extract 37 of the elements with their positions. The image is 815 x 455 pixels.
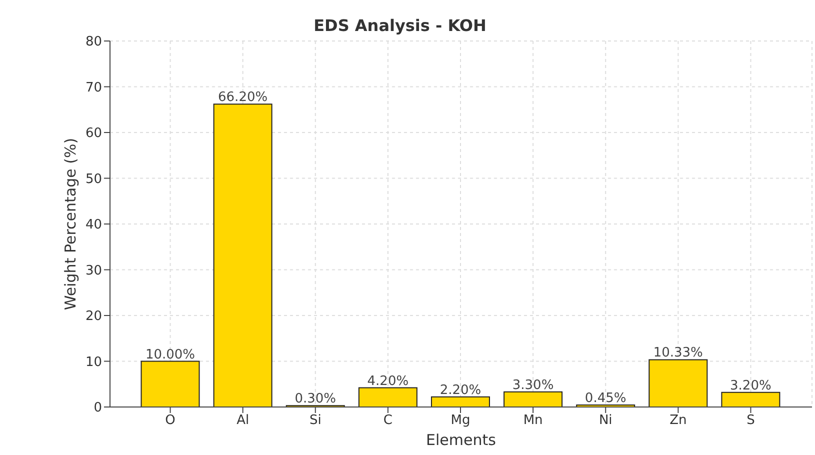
- data-label: 4.20%: [367, 374, 409, 389]
- x-tick-label: Ni: [598, 413, 612, 428]
- bar: [648, 359, 708, 407]
- y-axis-title: Weight Percentage (%): [61, 138, 80, 310]
- x-tick-label: Zn: [670, 413, 687, 428]
- y-tick-label: 70: [85, 80, 102, 96]
- bar: [213, 104, 272, 407]
- bar: [504, 391, 563, 407]
- x-tick-label: C: [383, 413, 392, 428]
- bar: [358, 387, 418, 407]
- bar: [721, 392, 780, 407]
- x-tick-label: Mn: [523, 413, 543, 428]
- x-tick-label: O: [165, 413, 176, 428]
- data-label: 10.33%: [653, 346, 703, 361]
- x-tick-label: S: [746, 413, 755, 428]
- chart-title: EDS Analysis - KOH: [312, 16, 488, 36]
- y-tick-label: 60: [85, 126, 102, 142]
- data-label: 3.20%: [730, 378, 772, 394]
- y-tick-label: 80: [85, 34, 102, 50]
- data-label: 0.30%: [294, 392, 336, 407]
- data-label: 66.20%: [218, 90, 268, 106]
- x-axis-title: Elements: [426, 431, 496, 449]
- y-tick-label: 10: [85, 354, 102, 370]
- y-tick-label: 0: [94, 400, 102, 416]
- bar: [430, 396, 490, 407]
- data-label: 0.45%: [584, 390, 626, 406]
- x-tick-label: Si: [309, 413, 322, 428]
- y-tick-label: 20: [85, 309, 102, 324]
- y-tick-label: 30: [85, 263, 102, 278]
- y-tick-label: 50: [85, 172, 102, 187]
- data-label: 3.30%: [512, 378, 554, 393]
- x-tick-label: Al: [236, 413, 250, 428]
- data-label: 10.00%: [145, 347, 196, 362]
- y-tick-label: 40: [85, 218, 102, 233]
- x-tick-label: Mg: [450, 413, 470, 428]
- data-label: 2.20%: [440, 382, 482, 398]
- bar: [140, 360, 200, 407]
